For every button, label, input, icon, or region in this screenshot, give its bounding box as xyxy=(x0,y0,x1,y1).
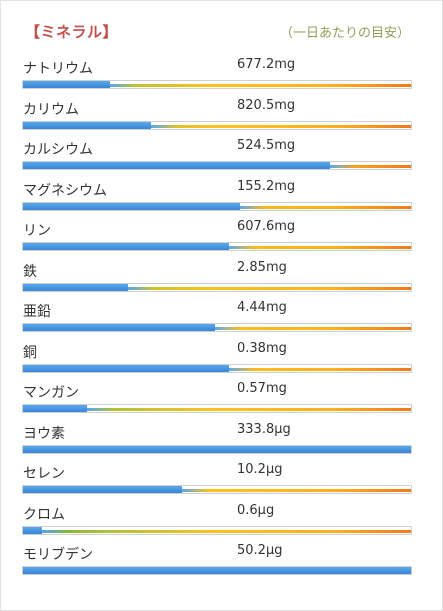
mineral-name: クロム xyxy=(23,506,65,523)
mineral-row: セレン 10.2μg xyxy=(1,458,442,499)
mineral-name: カルシウム xyxy=(23,142,93,158)
mineral-row: モリブデン 50.2μg xyxy=(1,539,442,580)
target-gradient-stripe xyxy=(23,84,411,87)
mineral-row: クロム 0.6μg xyxy=(1,499,442,540)
mineral-name: リン xyxy=(23,223,51,239)
intake-bar-fade xyxy=(127,286,154,290)
target-gradient-stripe xyxy=(23,408,411,411)
intake-bar-track xyxy=(22,566,412,575)
mineral-amount: 4.44mg xyxy=(237,300,287,315)
mineral-amount: 50.2μg xyxy=(237,543,283,558)
intake-bar-track xyxy=(22,404,412,413)
mineral-row: 銅 0.38mg xyxy=(1,337,442,378)
target-gradient-stripe xyxy=(23,286,411,290)
mineral-name: マグネシウム xyxy=(23,182,107,199)
intake-bar-fade xyxy=(215,327,242,330)
intake-bar-fill xyxy=(23,243,229,250)
intake-bar-track xyxy=(22,363,412,373)
intake-bar-fade xyxy=(228,367,255,371)
mineral-list: ナトリウム 677.2mg カリウム 820.5mg カルシウム 524.5mg マグネシウ… xyxy=(1,53,442,580)
intake-bar-track xyxy=(22,525,412,535)
mineral-row: リン 607.6mg xyxy=(1,215,442,256)
intake-bar-fill xyxy=(23,324,216,331)
mineral-amount: 155.2mg xyxy=(237,178,296,194)
mineral-name: 亜鉛 xyxy=(23,304,51,320)
intake-bar-fill xyxy=(23,567,411,574)
mineral-name: ヨウ素 xyxy=(23,425,65,442)
mineral-name: モリブデン xyxy=(23,547,93,563)
mineral-amount: 524.5mg xyxy=(237,138,296,153)
mineral-name: カリウム xyxy=(23,101,79,118)
intake-bar-fade xyxy=(151,124,178,128)
mineral-row: カルシウム 524.5mg xyxy=(1,134,442,175)
intake-bar-track xyxy=(22,485,412,494)
intake-bar-fill xyxy=(23,121,152,129)
mineral-amount: 677.2mg xyxy=(237,57,296,72)
mineral-name: 鉄 xyxy=(23,263,37,280)
daily-guideline-note: （一日あたりの目安） xyxy=(279,26,410,41)
intake-bar-fill xyxy=(23,283,128,291)
mineral-row: カリウム 820.5mg xyxy=(1,94,442,135)
target-gradient-stripe xyxy=(23,489,411,492)
mineral-name: ナトリウム xyxy=(23,61,93,77)
intake-bar-fill xyxy=(23,445,411,453)
intake-bar-fade xyxy=(87,408,114,411)
mineral-amount: 820.5mg xyxy=(237,97,296,113)
intake-bar-fill xyxy=(23,526,43,534)
intake-bar-fill xyxy=(23,162,330,169)
intake-bar-fill xyxy=(23,405,88,412)
target-gradient-stripe xyxy=(23,124,411,128)
section-title: 【ミネラル】 xyxy=(25,23,119,41)
mineral-amount: 607.6mg xyxy=(237,219,296,234)
intake-bar-track xyxy=(22,80,412,89)
mineral-row: ナトリウム 677.2mg xyxy=(1,53,442,94)
intake-bar-track xyxy=(22,242,412,251)
panel-header: 【ミネラル】 （一日あたりの目安） xyxy=(1,1,442,45)
mineral-amount: 333.8μg xyxy=(237,421,291,437)
mineral-amount: 0.6μg xyxy=(237,502,275,518)
mineral-row: 亜鉛 4.44mg xyxy=(1,296,442,337)
mineral-amount: 2.85mg xyxy=(237,259,287,275)
intake-bar-fill xyxy=(23,81,111,88)
intake-bar-track xyxy=(22,444,412,454)
intake-bar-fade xyxy=(182,489,209,492)
intake-bar-track xyxy=(22,120,412,130)
intake-bar-fade xyxy=(329,165,356,168)
mineral-name: セレン xyxy=(23,466,65,482)
intake-bar-fill xyxy=(23,202,241,210)
mineral-row: ヨウ素 333.8μg xyxy=(1,418,442,459)
intake-bar-fade xyxy=(110,84,137,87)
intake-bar-track xyxy=(22,161,412,170)
mineral-name: マンガン xyxy=(23,385,79,401)
mineral-row: 鉄 2.85mg xyxy=(1,256,442,297)
intake-bar-track xyxy=(22,201,412,211)
intake-bar-fill xyxy=(23,364,229,372)
mineral-name: 銅 xyxy=(23,344,37,361)
mineral-row: マグネシウム 155.2mg xyxy=(1,175,442,216)
intake-bar-track xyxy=(22,323,412,332)
mineral-amount: 0.38mg xyxy=(237,340,287,356)
mineral-row: マンガン 0.57mg xyxy=(1,377,442,418)
intake-bar-fade xyxy=(42,529,69,533)
intake-bar-fill xyxy=(23,486,183,493)
mineral-amount: 0.57mg xyxy=(237,381,287,396)
mineral-amount: 10.2μg xyxy=(237,462,283,477)
target-gradient-stripe xyxy=(23,529,411,533)
intake-bar-track xyxy=(22,282,412,292)
intake-bar-fade xyxy=(240,205,267,209)
intake-bar-fade xyxy=(228,246,255,249)
